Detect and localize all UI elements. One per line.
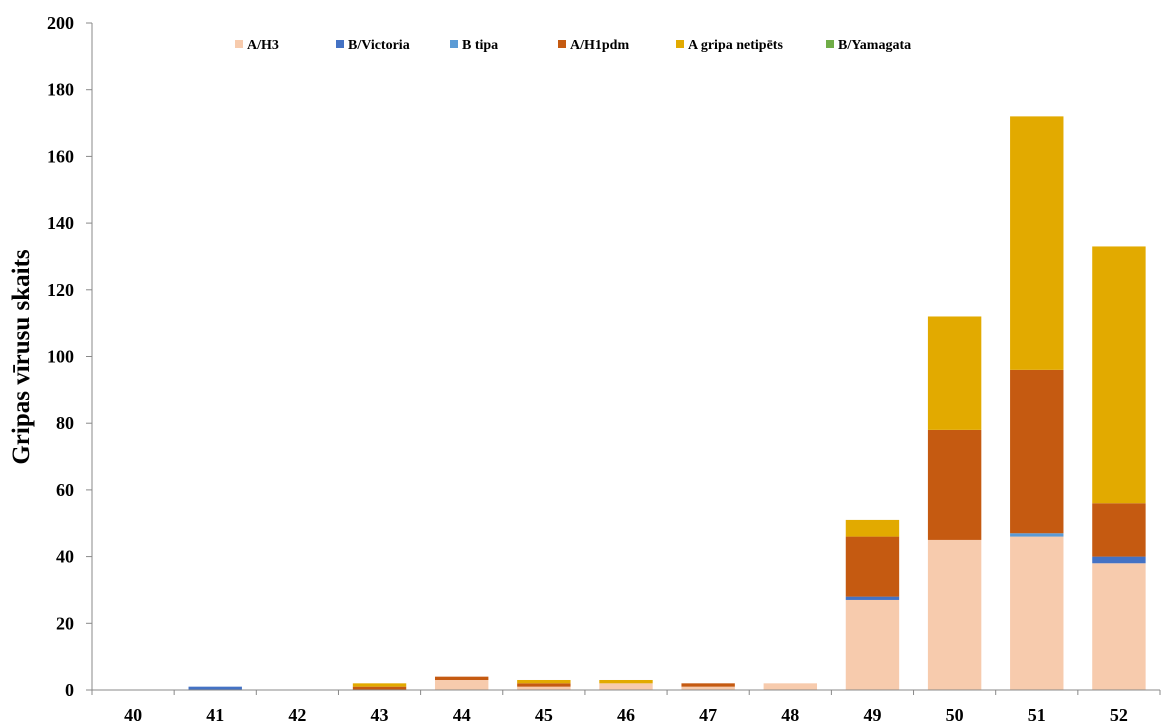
bar-segment [1010,536,1064,690]
bar-segment [517,686,571,690]
x-tick-label: 50 [946,705,964,725]
bar-segment [845,536,900,597]
y-tick-label: 80 [56,413,74,433]
legend-swatch [676,40,684,48]
bar-segment [1092,503,1146,557]
legend-label: A/H1pdm [570,38,629,53]
y-tick-label: 160 [47,146,74,166]
bar-segment [845,599,900,690]
bar-segment [681,686,735,690]
y-tick-label: 0 [65,680,74,700]
y-tick-label: 120 [47,280,74,300]
legend-swatch [235,40,243,48]
x-tick-label: 43 [371,705,389,725]
legend-swatch [826,40,834,48]
axes: 0 20 40 60 80 100 120 140 160 180 200 40 41 42 43 44 45 4… [47,13,1161,725]
legend-swatch [336,40,344,48]
bar-segment [1010,116,1064,370]
y-axis-label: Gripas vīrusu skaits [8,249,35,465]
x-tick-label: 42 [288,705,306,725]
bar-segment [681,683,735,687]
legend-swatch [558,40,566,48]
bar-segment [599,679,653,684]
bar-segment [352,683,407,687]
bar-segment [517,683,571,687]
bar-segment [188,686,242,690]
legend: A/H3 B/Victoria B tipa A/H1pdm A gripa netip… [235,38,911,53]
legend-label: B tipa [462,38,498,53]
bar-segment [352,686,407,690]
x-tick-label: 51 [1028,705,1046,725]
y-tick-label: 60 [56,480,74,500]
x-tick-label: 52 [1110,705,1128,725]
bar-segment [763,683,818,690]
y-tick-label: 140 [47,213,74,233]
bar-segment [434,679,489,690]
bar-segment [1092,246,1146,504]
x-tick-label: 46 [617,705,635,725]
x-tick-label: 48 [781,705,799,725]
bar-segment [1092,556,1146,564]
bar-segment [927,429,982,540]
bar-segment [845,519,900,537]
x-tick-label: 47 [699,705,717,725]
x-tick-label: 41 [206,705,224,725]
bars [188,116,1146,690]
bar-segment [1010,369,1064,534]
bar-segment [434,676,489,680]
y-tick-label: 40 [56,547,74,567]
x-tick-label: 44 [453,705,471,725]
y-tick-label: 180 [47,80,74,100]
x-tick-label: 45 [535,705,553,725]
legend-label: A/H3 [247,38,279,53]
legend-label: B/Yamagata [838,38,911,53]
bar-segment [845,596,900,600]
x-tick-label: 49 [863,705,881,725]
y-tick-label: 20 [56,613,74,633]
bar-segment [1010,533,1064,537]
legend-label: A gripa netipēts [688,38,783,53]
y-tick-label: 200 [47,13,74,33]
bar-segment [599,683,653,690]
y-tick-label: 100 [47,347,74,367]
bar-segment [927,316,982,430]
legend-label: B/Victoria [348,38,410,53]
x-tick-label: 40 [124,705,142,725]
bar-segment [927,539,982,690]
bar-segment [1092,563,1146,690]
legend-swatch [450,40,458,48]
bar-segment [517,679,571,684]
